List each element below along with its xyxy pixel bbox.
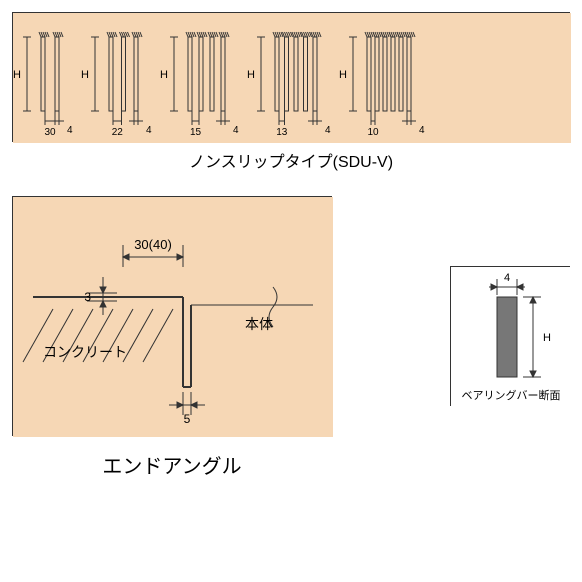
svg-text:H: H: [13, 69, 21, 81]
end-angle-panel: 30(40) 3 5 本体 コンクリート: [12, 196, 332, 436]
svg-text:4: 4: [233, 125, 239, 136]
svg-text:ベアリングバー断面: ベアリングバー断面: [462, 388, 561, 402]
svg-text:H: H: [339, 69, 347, 81]
nonslip-svg: H 30 4 H 22 4 H 15 4 H 13 4 H 10 4: [13, 13, 571, 143]
svg-text:30(40): 30(40): [134, 237, 172, 252]
svg-text:5: 5: [184, 412, 191, 426]
bearing-panel: 4 H ベアリングバー断面: [450, 266, 570, 406]
nonslip-panel: H 30 4 H 22 4 H 15 4 H 13 4 H 10 4: [12, 12, 570, 142]
svg-text:13: 13: [276, 127, 288, 138]
svg-text:4: 4: [325, 125, 331, 136]
svg-text:本体: 本体: [245, 316, 273, 332]
svg-text:10: 10: [367, 127, 379, 138]
svg-text:30: 30: [44, 127, 56, 138]
svg-text:4: 4: [67, 125, 73, 136]
bearing-svg: 4 H ベアリングバー断面: [451, 267, 571, 407]
svg-text:4: 4: [504, 272, 510, 284]
svg-text:H: H: [247, 69, 255, 81]
svg-text:H: H: [160, 69, 168, 81]
end-angle-caption: エンドアングル: [12, 450, 332, 479]
end-angle-svg: 30(40) 3 5 本体 コンクリート: [13, 197, 333, 437]
svg-text:H: H: [543, 332, 551, 344]
svg-text:22: 22: [112, 127, 124, 138]
nonslip-caption: ノンスリップタイプ(SDU-V): [12, 148, 570, 172]
svg-text:4: 4: [146, 125, 152, 136]
end-angle-block: 30(40) 3 5 本体 コンクリート エンドアングル: [12, 196, 332, 479]
svg-text:3: 3: [84, 290, 91, 304]
svg-text:コンクリート: コンクリート: [43, 344, 127, 360]
svg-text:15: 15: [190, 127, 202, 138]
svg-text:H: H: [81, 69, 89, 81]
svg-text:4: 4: [419, 125, 425, 136]
bearing-block: 4 H ベアリングバー断面: [450, 266, 570, 406]
